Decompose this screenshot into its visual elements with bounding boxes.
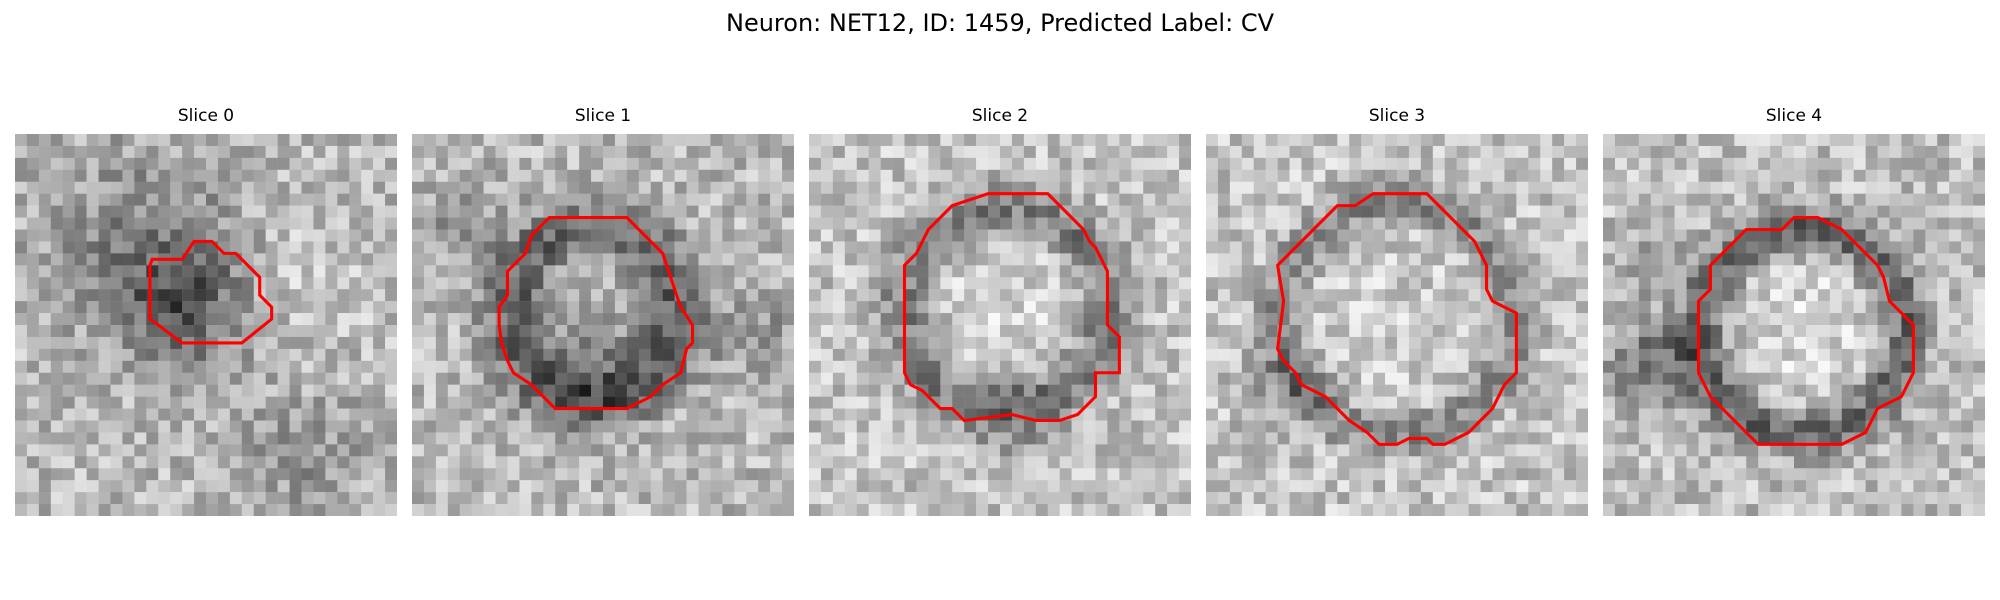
slice-title-2: Slice 2	[971, 106, 1029, 126]
segmentation-contour-1	[497, 216, 695, 411]
em-grayscale-image-2	[809, 134, 1191, 516]
segmentation-contour-0	[148, 239, 274, 345]
em-grayscale-image-3	[1206, 134, 1588, 516]
slice-image-2	[809, 134, 1191, 516]
em-grayscale-image-4	[1603, 134, 1985, 516]
slice-title-1: Slice 1	[574, 106, 632, 126]
slice-image-3	[1206, 134, 1588, 516]
figure-title: Neuron: NET12, ID: 1459, Predicted Label…	[726, 9, 1274, 37]
slice-image-1	[412, 134, 794, 516]
em-grayscale-image-1	[412, 134, 794, 516]
slice-title-0: Slice 0	[177, 106, 235, 126]
segmentation-contour-3	[1275, 192, 1518, 446]
slice-image-4	[1603, 134, 1985, 516]
slice-title-3: Slice 3	[1368, 106, 1426, 126]
slice-image-0	[15, 134, 397, 516]
segmentation-contour-2	[902, 192, 1121, 423]
segmentation-contour-4	[1696, 216, 1915, 446]
em-grayscale-image-0	[15, 134, 397, 516]
slice-title-4: Slice 4	[1765, 106, 1823, 126]
